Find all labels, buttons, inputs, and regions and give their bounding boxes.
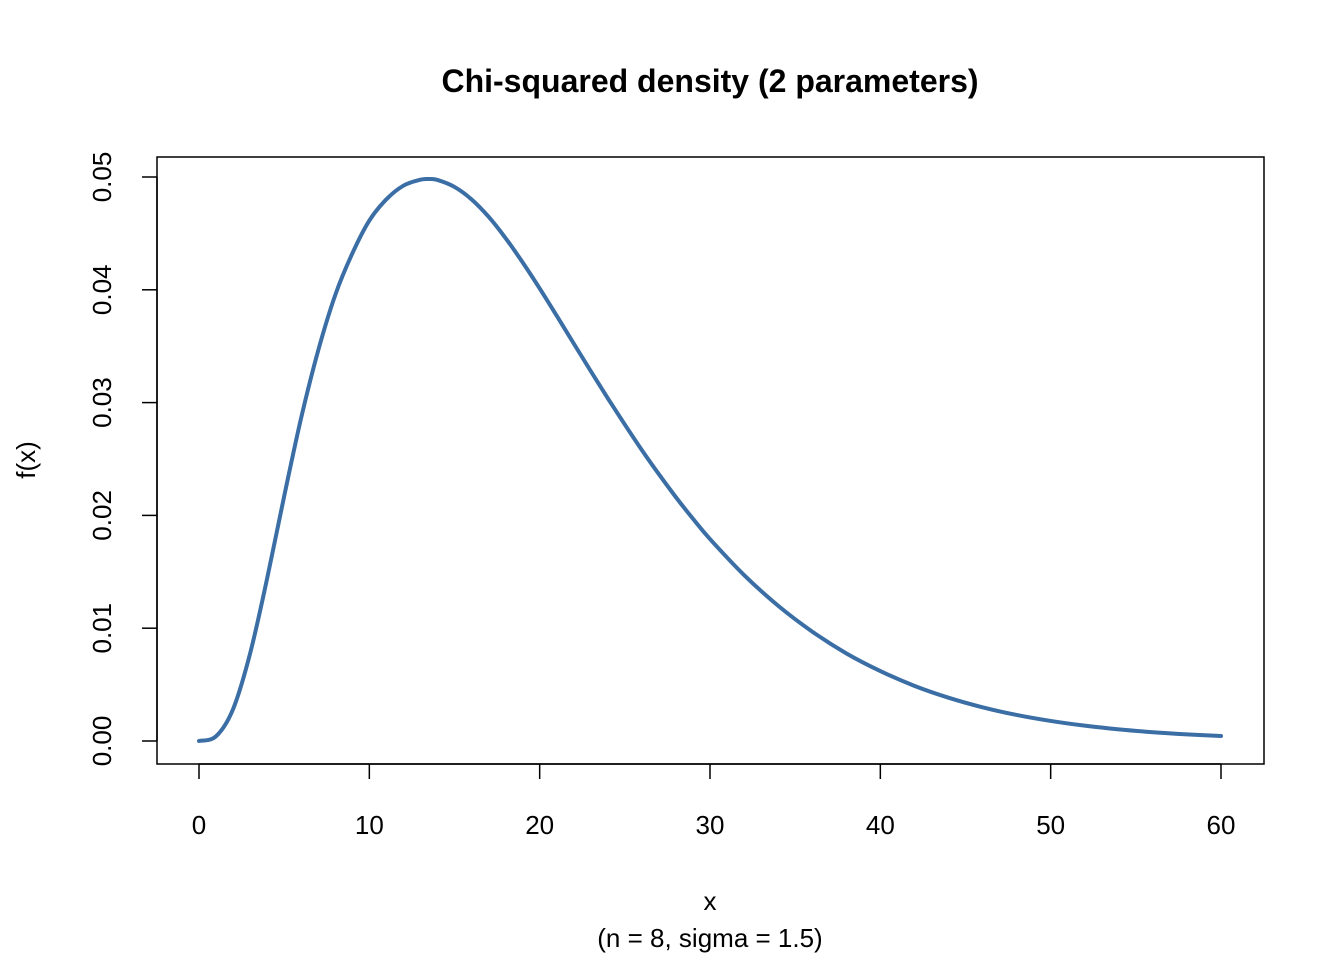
y-tick-label: 0.00 (87, 716, 117, 767)
series-layer (197, 176, 1223, 743)
density-curve (197, 176, 1223, 743)
y-tick-label: 0.01 (87, 603, 117, 654)
x-tick-label: 10 (355, 810, 384, 840)
y-tick-label: 0.02 (87, 490, 117, 541)
x-tick-label: 20 (525, 810, 554, 840)
chart-subtitle: (n = 8, sigma = 1.5) (597, 923, 822, 953)
plot-frame (156, 156, 1265, 765)
x-tick-label: 0 (192, 810, 206, 840)
x-tick-label: 60 (1207, 810, 1236, 840)
x-tick-label: 40 (866, 810, 895, 840)
y-axis: 0.00 0.01 0.02 0.03 0.04 0.05 (87, 152, 158, 767)
x-tick-label: 30 (696, 810, 725, 840)
y-axis-label: f(x) (11, 441, 41, 479)
x-axis: 0 10 20 30 40 50 60 (192, 763, 1236, 840)
chart-title: Chi-squared density (2 parameters) (441, 63, 978, 99)
x-tick-label: 50 (1036, 810, 1065, 840)
x-axis-label: x (704, 886, 717, 916)
y-tick-label: 0.04 (87, 264, 117, 315)
y-tick-label: 0.05 (87, 152, 117, 203)
y-tick-label: 0.03 (87, 377, 117, 428)
